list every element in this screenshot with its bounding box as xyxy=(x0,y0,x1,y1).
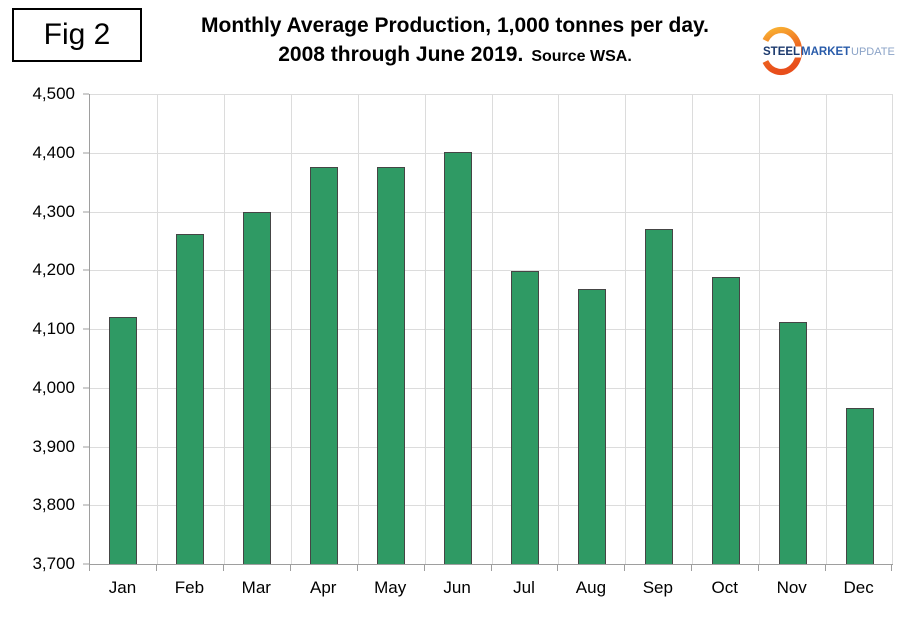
x-tick-row xyxy=(89,565,892,572)
chart-source-note: Source WSA. xyxy=(531,48,632,65)
y-axis-label-3700: 3,700 xyxy=(32,554,75,573)
bar-oct xyxy=(711,277,740,564)
category-gridline-8 xyxy=(625,94,627,564)
category-gridline-6 xyxy=(491,94,493,564)
x-tick-3 xyxy=(289,565,291,571)
y-axis-label-3900: 3,900 xyxy=(32,436,75,456)
category-gridline-5 xyxy=(424,94,426,564)
y-tick-4300 xyxy=(83,211,89,212)
logo-text-market: MARKET xyxy=(801,46,850,58)
month-label-oct: Oct xyxy=(711,578,738,597)
month-label-nov: Nov xyxy=(776,578,807,597)
month-label-sep: Sep xyxy=(642,578,673,597)
y-tick-4000 xyxy=(83,387,89,389)
bar-apr xyxy=(310,167,339,564)
month-label-aug: Aug xyxy=(575,578,607,597)
x-tick-5 xyxy=(423,565,425,571)
y-tick-3900 xyxy=(83,446,89,447)
bar-nov xyxy=(778,321,807,564)
x-tick-0 xyxy=(89,565,90,571)
y-tick-4200 xyxy=(83,269,89,271)
logo-text-update: UPDATE xyxy=(851,46,895,58)
bar-jul xyxy=(510,271,539,564)
chart-title-period: 2008 through June 2019. xyxy=(278,43,524,66)
x-tick-9 xyxy=(691,565,693,571)
logo-text-steel: STEEL xyxy=(763,46,800,58)
bar-jun xyxy=(444,151,473,564)
category-gridline-7 xyxy=(558,94,560,564)
y-tick-4400 xyxy=(83,152,89,154)
y-tick-3800 xyxy=(83,504,89,506)
y-axis-label-4200: 4,200 xyxy=(32,260,75,280)
category-gridline-12 xyxy=(892,94,893,564)
x-tick-4 xyxy=(356,565,358,571)
x-tick-12 xyxy=(891,565,892,571)
y-axis-label-4500: 4,500 xyxy=(32,84,75,103)
y-axis: 3,700 3,800 3,900 4,000 4,100 4,200 4,300 4,400… xyxy=(0,84,89,573)
steel-market-update-logo: STEEL MARKET UPDATE xyxy=(755,26,900,78)
category-gridline-2 xyxy=(223,94,225,564)
bar-jan xyxy=(109,317,138,564)
x-tick-8 xyxy=(624,565,626,571)
x-tick-10 xyxy=(758,565,760,571)
category-gridline-11 xyxy=(826,94,828,564)
bar-dec xyxy=(845,408,874,564)
y-tick-4100 xyxy=(83,328,89,330)
category-gridline-10 xyxy=(759,94,761,564)
chart-title-line1: Monthly Average Production, 1,000 tonnes… xyxy=(201,14,709,37)
category-gridline-3 xyxy=(290,94,292,564)
month-label-jul: Jul xyxy=(513,578,535,597)
figure-label-box: Fig 2 xyxy=(12,8,142,62)
y-tick-3700 xyxy=(83,563,89,565)
logo-graphic: STEEL MARKET UPDATE xyxy=(760,26,895,76)
plot-area xyxy=(89,94,893,565)
x-tick-7 xyxy=(557,565,559,571)
bar-feb xyxy=(176,233,205,564)
x-axis-labels: Jan Feb Mar Apr May Jun Jul Aug Sep Oct Nov Dec xyxy=(89,578,892,598)
category-gridline-9 xyxy=(692,94,694,564)
y-axis-label-3800: 3,800 xyxy=(32,495,75,515)
month-label-apr: Apr xyxy=(309,578,337,597)
bar-sep xyxy=(644,229,673,564)
y-axis-label-4000: 4,000 xyxy=(32,377,75,397)
month-label-mar: Mar xyxy=(241,578,271,597)
chart-title: Monthly Average Production, 1,000 tonnes… xyxy=(150,11,760,71)
category-gridline-4 xyxy=(357,94,359,564)
x-tick-6 xyxy=(490,565,492,571)
y-axis-label-4100: 4,100 xyxy=(32,319,75,338)
bar-mar xyxy=(243,211,272,564)
y-axis-label-4400: 4,400 xyxy=(32,142,75,162)
chart-title-line2: 2008 through June 2019. Source WSA. xyxy=(150,40,760,71)
x-tick-11 xyxy=(825,565,827,571)
figure-label: Fig 2 xyxy=(43,18,111,51)
month-label-jun: Jun xyxy=(443,578,471,597)
month-label-may: May xyxy=(374,578,407,597)
x-tick-2 xyxy=(222,565,224,571)
month-label-jan: Jan xyxy=(108,578,137,597)
bar-aug xyxy=(577,289,606,564)
bar-may xyxy=(377,167,406,564)
x-tick-1 xyxy=(155,565,157,571)
y-tick-4500 xyxy=(83,93,89,95)
month-label-feb: Feb xyxy=(174,578,205,597)
category-gridline-1 xyxy=(156,94,158,564)
month-label-dec: Dec xyxy=(843,578,874,597)
y-axis-label-4300: 4,300 xyxy=(32,201,75,221)
